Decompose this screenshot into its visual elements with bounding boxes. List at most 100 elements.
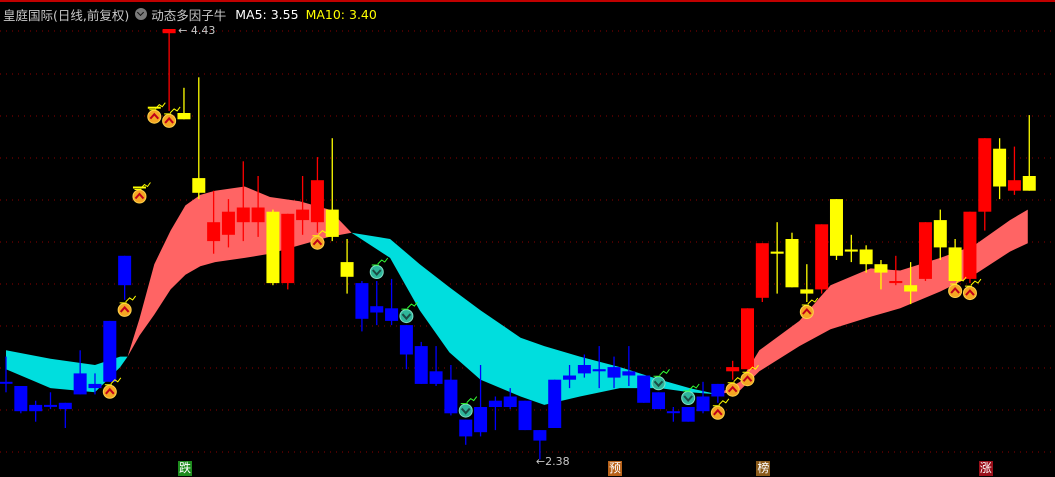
candle-body — [785, 239, 799, 288]
candle-body — [488, 400, 502, 407]
candle-body — [281, 213, 295, 284]
down-chevron-coin-icon — [369, 257, 389, 279]
candle-body — [385, 308, 399, 321]
candle-body — [592, 369, 606, 372]
candle-body — [948, 247, 962, 281]
candle-body — [563, 375, 577, 380]
up-chevron-coin-icon — [948, 276, 967, 298]
trend-band-down — [351, 232, 718, 405]
candle-body — [29, 404, 43, 412]
up-chevron-coin-icon — [962, 278, 982, 301]
candle-body — [192, 178, 206, 193]
candle-body — [162, 29, 176, 34]
candle-body — [355, 283, 369, 319]
candle-body — [800, 289, 814, 294]
candle-body — [414, 346, 428, 384]
candle-body — [1007, 180, 1021, 191]
candle-body — [251, 207, 265, 223]
candle-body — [474, 407, 488, 433]
up-chevron-coin-icon — [162, 106, 181, 128]
candle-body — [43, 404, 57, 407]
down-chevron-coin-icon — [399, 301, 418, 324]
candle-body — [73, 373, 87, 395]
candle-body — [266, 211, 280, 284]
down-chevron-coin-icon — [681, 383, 700, 405]
candle-body — [726, 367, 740, 372]
price-low-label: ←2.38 — [535, 454, 570, 468]
up-chevron-coin-icon — [710, 398, 730, 420]
candle-body — [993, 148, 1007, 187]
up-chevron-coin-icon — [102, 377, 122, 399]
candle-body — [711, 383, 725, 397]
candle-body — [963, 211, 977, 279]
candle-body — [681, 407, 695, 422]
signal-label-41: 预 — [608, 461, 623, 476]
trend-band-up — [717, 209, 1028, 395]
trend-band-down — [6, 350, 128, 393]
candle-body — [118, 255, 132, 286]
candle-body — [177, 113, 191, 120]
candle-body — [533, 430, 547, 441]
candle-body — [147, 106, 161, 109]
candle-body — [221, 211, 235, 235]
candle-body — [978, 138, 992, 212]
ma10-value: MA10: 3.40 — [305, 6, 377, 22]
candle-body — [325, 209, 339, 237]
candle-body — [296, 209, 310, 221]
up-chevron-coin-icon — [740, 364, 759, 387]
candle-body — [918, 222, 932, 279]
candle-body — [770, 251, 784, 254]
candle-body — [652, 392, 666, 410]
candle-body — [755, 243, 769, 298]
price-high-label: ← 4.43 — [178, 24, 216, 37]
candle-body — [844, 249, 858, 252]
candle-body — [904, 285, 918, 292]
window-top-border — [0, 0, 1055, 2]
candle-body — [696, 396, 710, 412]
candle-body — [503, 396, 517, 407]
candle-body — [741, 308, 754, 370]
candle-body — [1022, 176, 1036, 191]
candle-body — [132, 186, 146, 189]
up-chevron-coin-icon — [310, 228, 329, 250]
candle-body — [577, 365, 591, 374]
candle-body — [933, 220, 947, 248]
indicator-name[interactable]: 动态多因子牛 — [151, 7, 227, 23]
up-chevron-coin-icon — [132, 182, 151, 204]
candle-body — [88, 383, 102, 389]
candle-body — [0, 381, 13, 384]
candle-body — [607, 367, 621, 378]
candle-body — [14, 386, 28, 412]
candle-body — [459, 419, 473, 437]
candle-body — [622, 371, 636, 376]
up-chevron-coin-icon — [799, 297, 819, 319]
chart-header: 皇庭国际(日线,前复权) 动态多因子牛 MA5: 3.55 MA10: 3.40 — [3, 5, 377, 23]
candle-body — [548, 379, 562, 428]
candle-body — [236, 207, 250, 223]
candle-body — [370, 306, 384, 313]
candle-body — [637, 375, 651, 403]
candle-body — [815, 224, 829, 290]
down-chevron-coin-icon — [651, 369, 670, 391]
trend-band-up — [127, 186, 352, 357]
up-chevron-coin-icon — [147, 102, 166, 124]
candle-body — [207, 222, 221, 242]
candle-body — [103, 320, 117, 382]
chevron-down-circle-icon[interactable] — [135, 8, 148, 20]
up-chevron-coin-icon — [725, 375, 745, 397]
down-chevron-coin-icon — [458, 396, 478, 418]
stock-title: 皇庭国际(日线,前复权) — [3, 7, 130, 23]
candle-body — [399, 325, 413, 355]
candle-body — [310, 180, 324, 223]
signal-label-12: 跌 — [177, 461, 192, 476]
candle-body — [444, 379, 458, 414]
candle-body — [829, 199, 843, 256]
signal-label-66: 涨 — [978, 461, 993, 476]
ma5-value: MA5: 3.55 — [235, 6, 299, 22]
candle-body — [859, 249, 873, 265]
candle-body — [889, 281, 903, 284]
candle-body — [518, 400, 532, 431]
up-chevron-coin-icon — [117, 295, 137, 317]
candle-body — [429, 371, 443, 384]
